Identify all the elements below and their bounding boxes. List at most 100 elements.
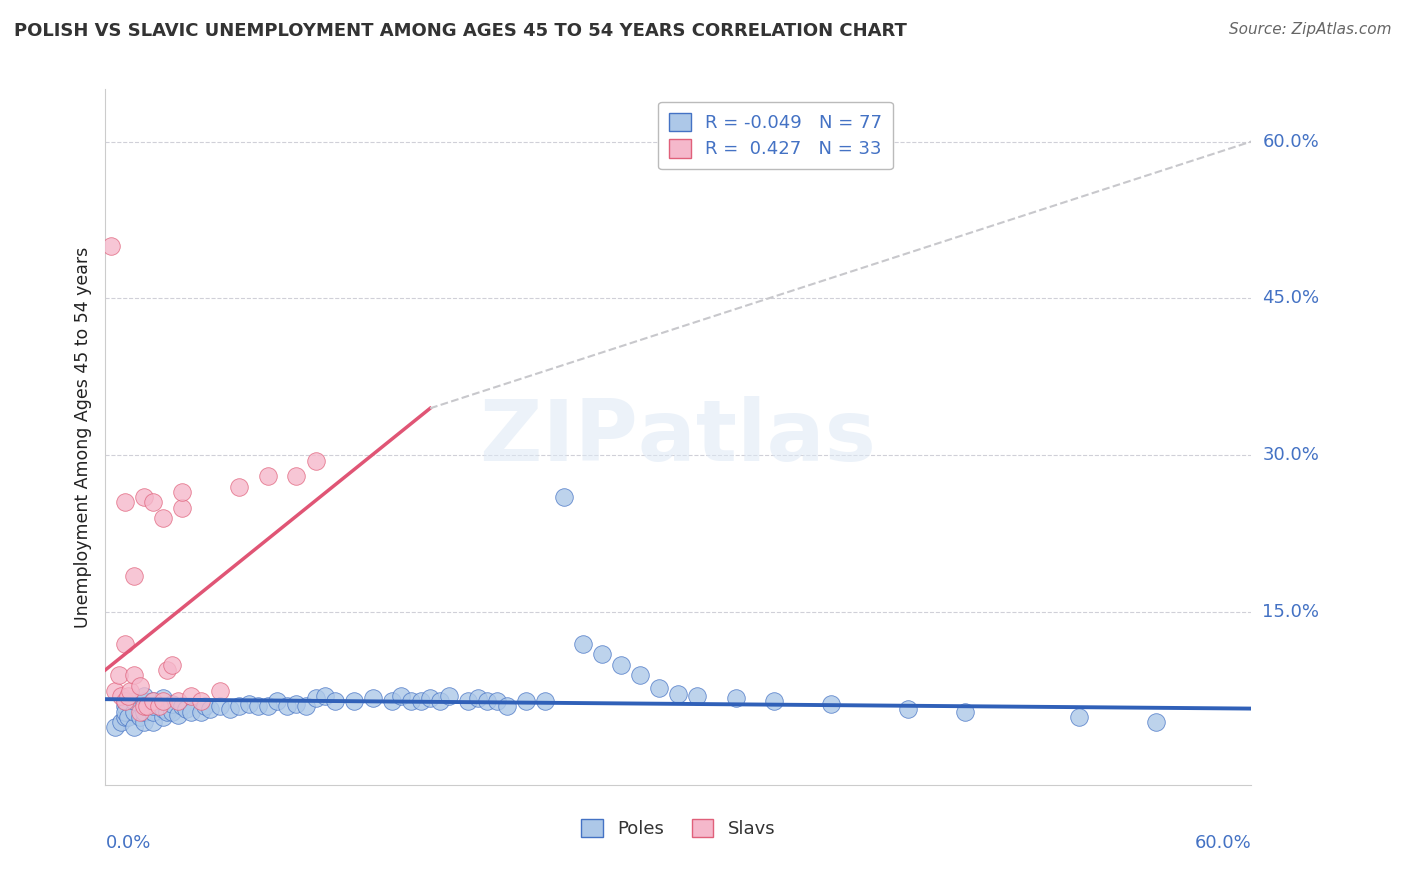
Point <box>162 698 184 712</box>
Point <box>170 485 193 500</box>
Point <box>122 668 145 682</box>
Point <box>114 710 136 724</box>
Point <box>572 637 595 651</box>
Point <box>142 694 165 708</box>
Point <box>167 694 190 708</box>
Point <box>110 689 132 703</box>
Point <box>897 701 920 715</box>
Point <box>122 705 145 719</box>
Point <box>170 500 193 515</box>
Point <box>314 689 336 703</box>
Point <box>628 668 651 682</box>
Point <box>1144 715 1167 730</box>
Point <box>142 699 165 714</box>
Point <box>194 699 217 714</box>
Point <box>110 715 132 730</box>
Point <box>174 701 197 715</box>
Point <box>485 694 508 708</box>
Point <box>724 691 747 706</box>
Point <box>180 689 202 703</box>
Point <box>304 453 326 467</box>
Point <box>553 490 575 504</box>
Point <box>228 699 250 714</box>
Point <box>104 683 127 698</box>
Text: 60.0%: 60.0% <box>1195 834 1251 852</box>
Point <box>439 689 461 703</box>
Point <box>762 694 785 708</box>
Point <box>180 705 202 719</box>
Point <box>132 699 155 714</box>
Point <box>285 469 308 483</box>
Point <box>142 694 165 708</box>
Point <box>391 689 413 703</box>
Point <box>136 699 159 714</box>
Point <box>285 698 308 712</box>
Point <box>114 699 136 714</box>
Text: 60.0%: 60.0% <box>1263 133 1319 151</box>
Point <box>208 699 231 714</box>
Point <box>122 720 145 734</box>
Point <box>515 694 537 708</box>
Point <box>152 694 174 708</box>
Point <box>648 681 671 695</box>
Point <box>152 691 174 706</box>
Legend: Poles, Slavs: Poles, Slavs <box>574 812 783 846</box>
Point <box>142 705 165 719</box>
Point <box>120 683 142 698</box>
Point <box>295 699 318 714</box>
Point <box>304 691 326 706</box>
Point <box>122 568 145 582</box>
Point <box>276 699 298 714</box>
Point <box>190 705 212 719</box>
Point <box>820 698 842 712</box>
Point <box>162 657 184 672</box>
Text: 45.0%: 45.0% <box>1263 289 1320 308</box>
Point <box>128 710 150 724</box>
Point <box>610 657 633 672</box>
Point <box>399 694 422 708</box>
Point <box>114 694 136 708</box>
Point <box>114 495 136 509</box>
Point <box>152 710 174 724</box>
Point <box>114 705 136 719</box>
Point <box>208 683 231 698</box>
Point <box>155 705 177 719</box>
Point <box>142 715 165 730</box>
Point <box>155 663 177 677</box>
Point <box>114 637 136 651</box>
Point <box>247 699 270 714</box>
Point <box>200 701 222 715</box>
Point <box>128 705 150 719</box>
Point <box>228 480 250 494</box>
Point <box>1069 710 1091 724</box>
Point <box>190 694 212 708</box>
Point <box>117 710 139 724</box>
Point <box>238 698 260 712</box>
Point <box>477 694 499 708</box>
Point <box>152 701 174 715</box>
Point <box>132 705 155 719</box>
Point <box>117 689 139 703</box>
Point <box>132 689 155 703</box>
Point <box>128 679 150 693</box>
Y-axis label: Unemployment Among Ages 45 to 54 years: Unemployment Among Ages 45 to 54 years <box>73 246 91 628</box>
Text: Source: ZipAtlas.com: Source: ZipAtlas.com <box>1229 22 1392 37</box>
Point <box>162 705 184 719</box>
Point <box>381 694 404 708</box>
Point <box>170 699 193 714</box>
Point <box>152 511 174 525</box>
Text: ZIP​atlas: ZIP​atlas <box>481 395 876 479</box>
Point <box>591 647 613 661</box>
Point <box>953 705 976 719</box>
Text: 30.0%: 30.0% <box>1263 446 1319 465</box>
Point <box>361 691 384 706</box>
Point <box>666 687 689 701</box>
Point <box>114 694 136 708</box>
Point <box>142 495 165 509</box>
Point <box>100 239 122 253</box>
Point <box>132 694 155 708</box>
Point <box>256 699 278 714</box>
Point <box>495 699 517 714</box>
Point <box>343 694 366 708</box>
Text: POLISH VS SLAVIC UNEMPLOYMENT AMONG AGES 45 TO 54 YEARS CORRELATION CHART: POLISH VS SLAVIC UNEMPLOYMENT AMONG AGES… <box>14 22 907 40</box>
